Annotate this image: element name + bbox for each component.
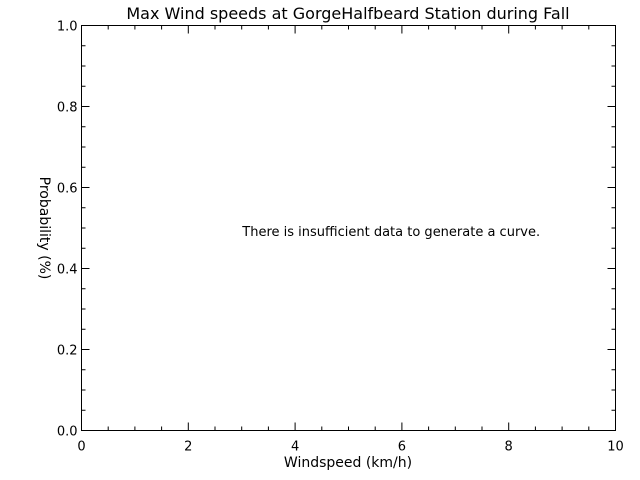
x-axis-label: Windspeed (km/h) [284,455,412,471]
x-axis-ticks [81,25,616,431]
insufficient-data-message: There is insufficient data to generate a… [241,225,540,240]
y-axis-label: Probability (%) [36,177,52,280]
y-axis-tick-labels: 0.0 0.2 0.4 0.6 0.8 1.0 [57,20,78,440]
x-tick-label: 0 [77,440,85,455]
y-tick-label: 0.4 [57,263,78,278]
y-tick-label: 0.0 [57,425,78,440]
x-tick-label: 2 [184,440,192,455]
x-tick-label: 8 [505,440,513,455]
y-axis-ticks [81,25,616,431]
x-tick-label: 6 [398,440,406,455]
y-tick-label: 0.8 [57,101,78,116]
x-tick-label: 4 [291,440,299,455]
chart-title: Max Wind speeds at GorgeHalfbeard Statio… [126,4,569,23]
y-tick-label: 0.2 [57,344,78,359]
x-tick-label: 10 [607,440,624,455]
x-axis-tick-labels: 0 2 4 6 8 10 [77,440,623,455]
y-tick-label: 1.0 [57,20,78,35]
y-tick-label: 0.6 [57,182,78,197]
